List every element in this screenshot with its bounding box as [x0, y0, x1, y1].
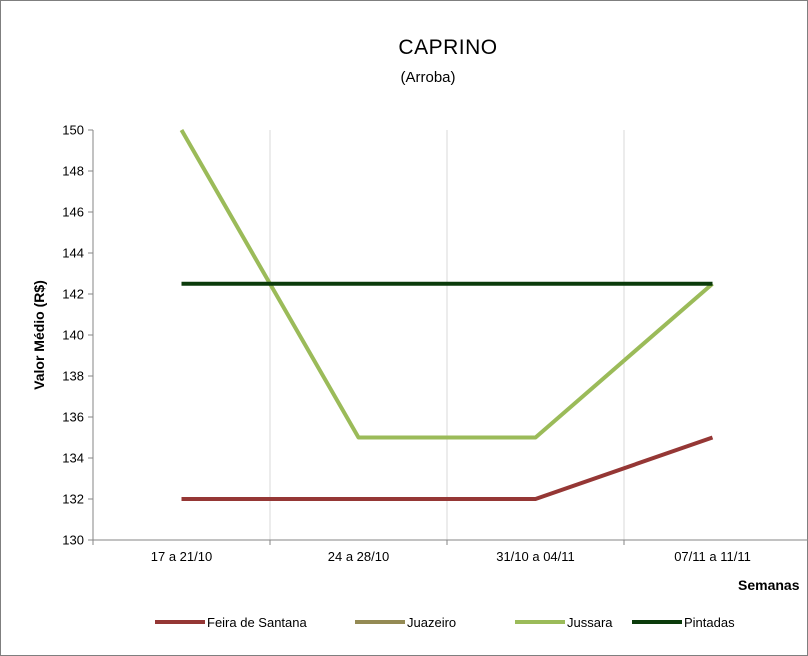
chart-title: CAPRINO — [398, 36, 497, 59]
x-tick-label: 07/11 a 11/11 — [674, 549, 751, 564]
y-tick-labels: 130 132 134 136 138 140 142 144 146 148 150 — [62, 123, 84, 548]
series-lines — [179, 129, 714, 501]
y-tick-label: 144 — [62, 246, 84, 261]
x-axis-label: Semanas — [738, 577, 800, 593]
y-tick-label: 142 — [62, 287, 84, 302]
y-tick-label: 148 — [62, 164, 84, 179]
y-tick-label: 136 — [62, 410, 84, 425]
legend-label: Jussara — [567, 615, 613, 630]
legend-label: Pintadas — [684, 615, 735, 630]
y-tick-label: 140 — [62, 328, 84, 343]
x-tick-label: 17 a 21/10 — [151, 549, 212, 564]
x-tick-label: 24 a 28/10 — [328, 549, 389, 564]
series-line-feira-de-santana — [181, 435, 714, 501]
chart-subtitle: (Arroba) — [400, 69, 455, 86]
legend-label: Feira de Santana — [207, 615, 308, 630]
legend-label: Juazeiro — [407, 615, 456, 630]
grid-lines — [269, 130, 625, 540]
legend: Feira de Santana Juazeiro Jussara Pintadas — [155, 615, 735, 630]
y-tick-label: 146 — [62, 205, 84, 220]
axes — [88, 129, 808, 545]
y-tick-label: 134 — [62, 451, 84, 466]
y-tick-label: 130 — [62, 533, 84, 548]
x-tick-labels: 17 a 21/10 24 a 28/10 31/10 a 04/11 07/11 a… — [151, 549, 751, 564]
y-tick-label: 132 — [62, 492, 84, 507]
y-tick-label: 138 — [62, 369, 84, 384]
y-axis-label: Valor Médio (R$) — [31, 280, 47, 390]
x-tick-label: 31/10 a 04/11 — [496, 549, 575, 564]
y-tick-label: 150 — [62, 123, 84, 138]
